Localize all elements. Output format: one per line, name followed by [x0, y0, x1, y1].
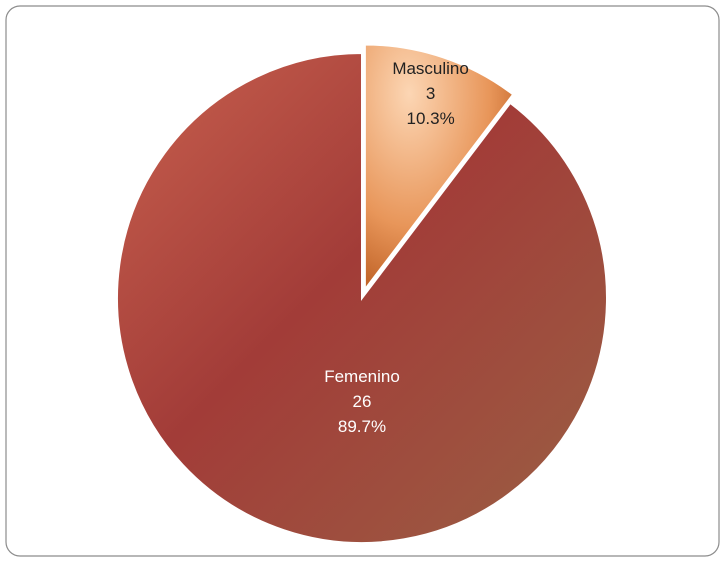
pie-slice [363, 43, 515, 293]
slice-value-label: 3 [426, 84, 435, 103]
slice-percent-label: 10.3% [406, 109, 454, 128]
slice-category-label: Masculino [392, 59, 469, 78]
pie: Masculino 3 10.3% Femenino 26 89.7% [116, 43, 608, 544]
pie-slice [116, 51, 608, 544]
slice-category-label: Femenino [324, 367, 400, 386]
slice-percent-label: 89.7% [338, 417, 386, 436]
slice-value-label: 26 [353, 392, 372, 411]
